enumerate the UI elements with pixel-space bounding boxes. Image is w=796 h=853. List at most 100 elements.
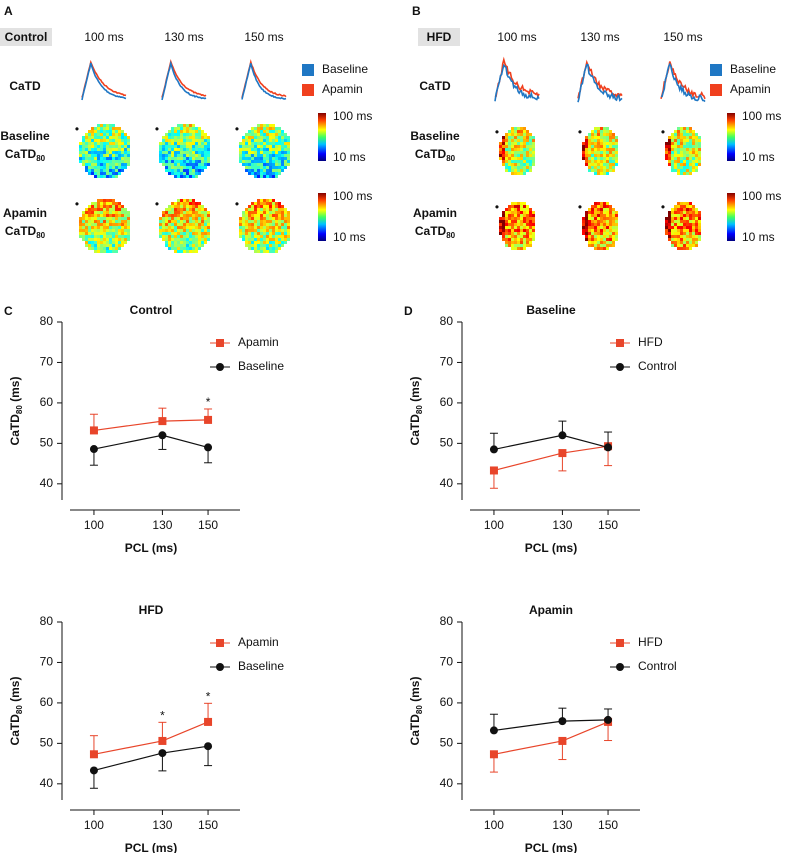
heatmap-cell [254, 241, 257, 244]
heatmap-cell [91, 217, 94, 220]
heatmap-cell [109, 154, 112, 157]
heatmap-cell [615, 145, 618, 148]
heatmap-cell [127, 238, 130, 241]
heatmap-cell [103, 163, 106, 166]
heatmap-cell [91, 241, 94, 244]
heatmap-cell [177, 130, 180, 133]
heatmap-cell [91, 229, 94, 232]
heatmap-cell [159, 145, 162, 148]
heatmap-cell [603, 169, 606, 172]
heatmap-cell [588, 238, 591, 241]
heatmap-cell [609, 220, 612, 223]
heatmap-cell [606, 238, 609, 241]
heatmap-cell [189, 154, 192, 157]
heatmap-cell [109, 247, 112, 250]
heatmap-cell [260, 250, 263, 253]
heatmap-cell [100, 151, 103, 154]
heatmap-cell [165, 223, 168, 226]
heatmap-cell [692, 244, 695, 247]
heatmap-cell [272, 223, 275, 226]
heatmap-cell [529, 217, 532, 220]
heatmap-cell [281, 217, 284, 220]
heatmap-cell [597, 133, 600, 136]
heatmap-cell [198, 217, 201, 220]
heatmap-cell [106, 220, 109, 223]
heatmap-cell [251, 148, 254, 151]
heatmap-cell [269, 136, 272, 139]
heatmap-cell [103, 202, 106, 205]
heatmap-cell [103, 223, 106, 226]
y-tick-label: 40 [40, 476, 54, 490]
heatmap-cell [118, 217, 121, 220]
heatmap-cell [680, 223, 683, 226]
heatmap-cell [499, 148, 502, 151]
heatmap-cell [609, 148, 612, 151]
heatmap-cell [588, 241, 591, 244]
heatmap-cell [103, 247, 106, 250]
heatmap-cell [686, 208, 689, 211]
x-tick-label: 130 [152, 818, 172, 832]
heatmap-cell [523, 151, 526, 154]
heatmap-cell [278, 214, 281, 217]
heatmap-cell [606, 235, 609, 238]
heatmap-cell [686, 238, 689, 241]
heatmap-cell [278, 235, 281, 238]
heatmap-cell [198, 142, 201, 145]
heatmap-cell [695, 151, 698, 154]
heatmap-cell [603, 241, 606, 244]
heatmap-cell [520, 205, 523, 208]
heatmap-cell [263, 199, 266, 202]
heatmap-cell [695, 145, 698, 148]
heatmap-cell [103, 127, 106, 130]
heatmap-cell [505, 214, 508, 217]
heatmap-cell [591, 151, 594, 154]
heatmap-cell [665, 220, 668, 223]
heatmap-cell [177, 163, 180, 166]
heatmap-cell [88, 214, 91, 217]
heatmap-cell [254, 148, 257, 151]
heatmap-cell [606, 142, 609, 145]
heatmap-cell [588, 223, 591, 226]
heatmap-cell [281, 142, 284, 145]
heatmap-cell [94, 250, 97, 253]
heatmap-cell [606, 247, 609, 250]
legend-marker [616, 663, 624, 671]
y-label-sub: 80 [415, 405, 424, 414]
heatmap-cell [677, 229, 680, 232]
heatmap-cell [272, 205, 275, 208]
heatmap-cell [692, 220, 695, 223]
heatmap-cell [686, 133, 689, 136]
heatmap-cell [686, 205, 689, 208]
heatmap-cell [588, 166, 591, 169]
heatmap-cell [204, 166, 207, 169]
heatmap-cell [112, 223, 115, 226]
heatmap-cell [165, 229, 168, 232]
heatmap-cell [588, 133, 591, 136]
heatmap-cell [588, 232, 591, 235]
heatmap-cell [88, 151, 91, 154]
heatmap-cell [100, 172, 103, 175]
heatmap-cell [174, 139, 177, 142]
heatmap-cell [582, 217, 585, 220]
heatmap-cell [162, 232, 165, 235]
x-axis-label: PCL (ms) [125, 841, 177, 853]
heatmap-cell [118, 229, 121, 232]
heatmap-cell [511, 226, 514, 229]
heatmap-cell [94, 238, 97, 241]
heatmap-cell [677, 226, 680, 229]
trace [241, 58, 287, 99]
heatmap-cell [82, 136, 85, 139]
heatmap-cell [603, 172, 606, 175]
heatmap-cell [121, 139, 124, 142]
heatmap-cell [174, 217, 177, 220]
heatmap-cell [82, 157, 85, 160]
heatmap-cell [517, 238, 520, 241]
heatmap-cell [686, 127, 689, 130]
heatmap-cell [195, 175, 198, 178]
heatmap-cell [582, 220, 585, 223]
heatmap-cell [511, 163, 514, 166]
y-tick-label: 50 [40, 436, 54, 450]
heatmap-cell [180, 205, 183, 208]
heatmap-cell [91, 220, 94, 223]
heatmap-cell [606, 202, 609, 205]
